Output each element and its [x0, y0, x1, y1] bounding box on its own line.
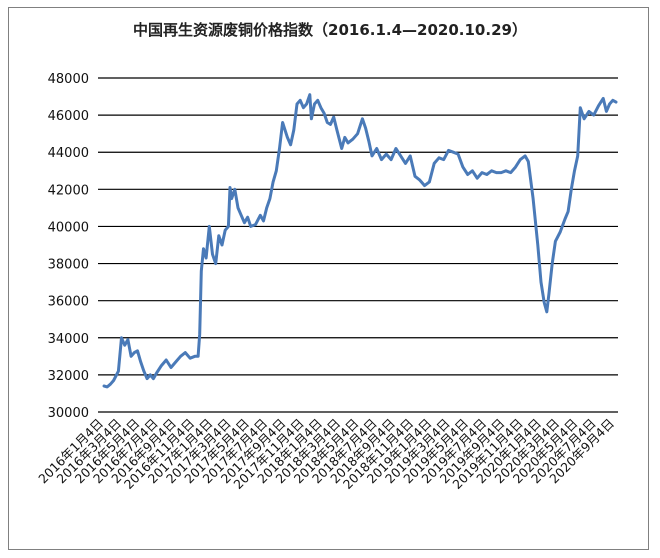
series-layer	[102, 93, 618, 389]
y-tick-label: 34000	[48, 332, 89, 347]
y-tick-label: 48000	[48, 72, 89, 87]
y-axis-tick-labels: 30000 32000 34000 36000 38000 40000 42000 44000…	[48, 72, 89, 421]
y-tick-label: 30000	[48, 406, 89, 421]
y-tick-label: 44000	[48, 146, 89, 161]
y-tick-label: 36000	[48, 295, 89, 310]
x-axis-tick-labels: 2016年1月4日2016年3月4日2016年5月4日2016年7月4日2016…	[35, 416, 617, 492]
y-tick-label: 38000	[48, 258, 89, 273]
y-tick-label: 42000	[48, 183, 89, 198]
y-tick-label: 46000	[48, 109, 89, 124]
series-line-0	[102, 93, 618, 389]
y-tick-label: 32000	[48, 369, 89, 384]
y-tick-label: 40000	[48, 220, 89, 235]
chart-title: 中国再生资源废铜价格指数（2016.1.4—2020.10.29）	[133, 21, 527, 39]
